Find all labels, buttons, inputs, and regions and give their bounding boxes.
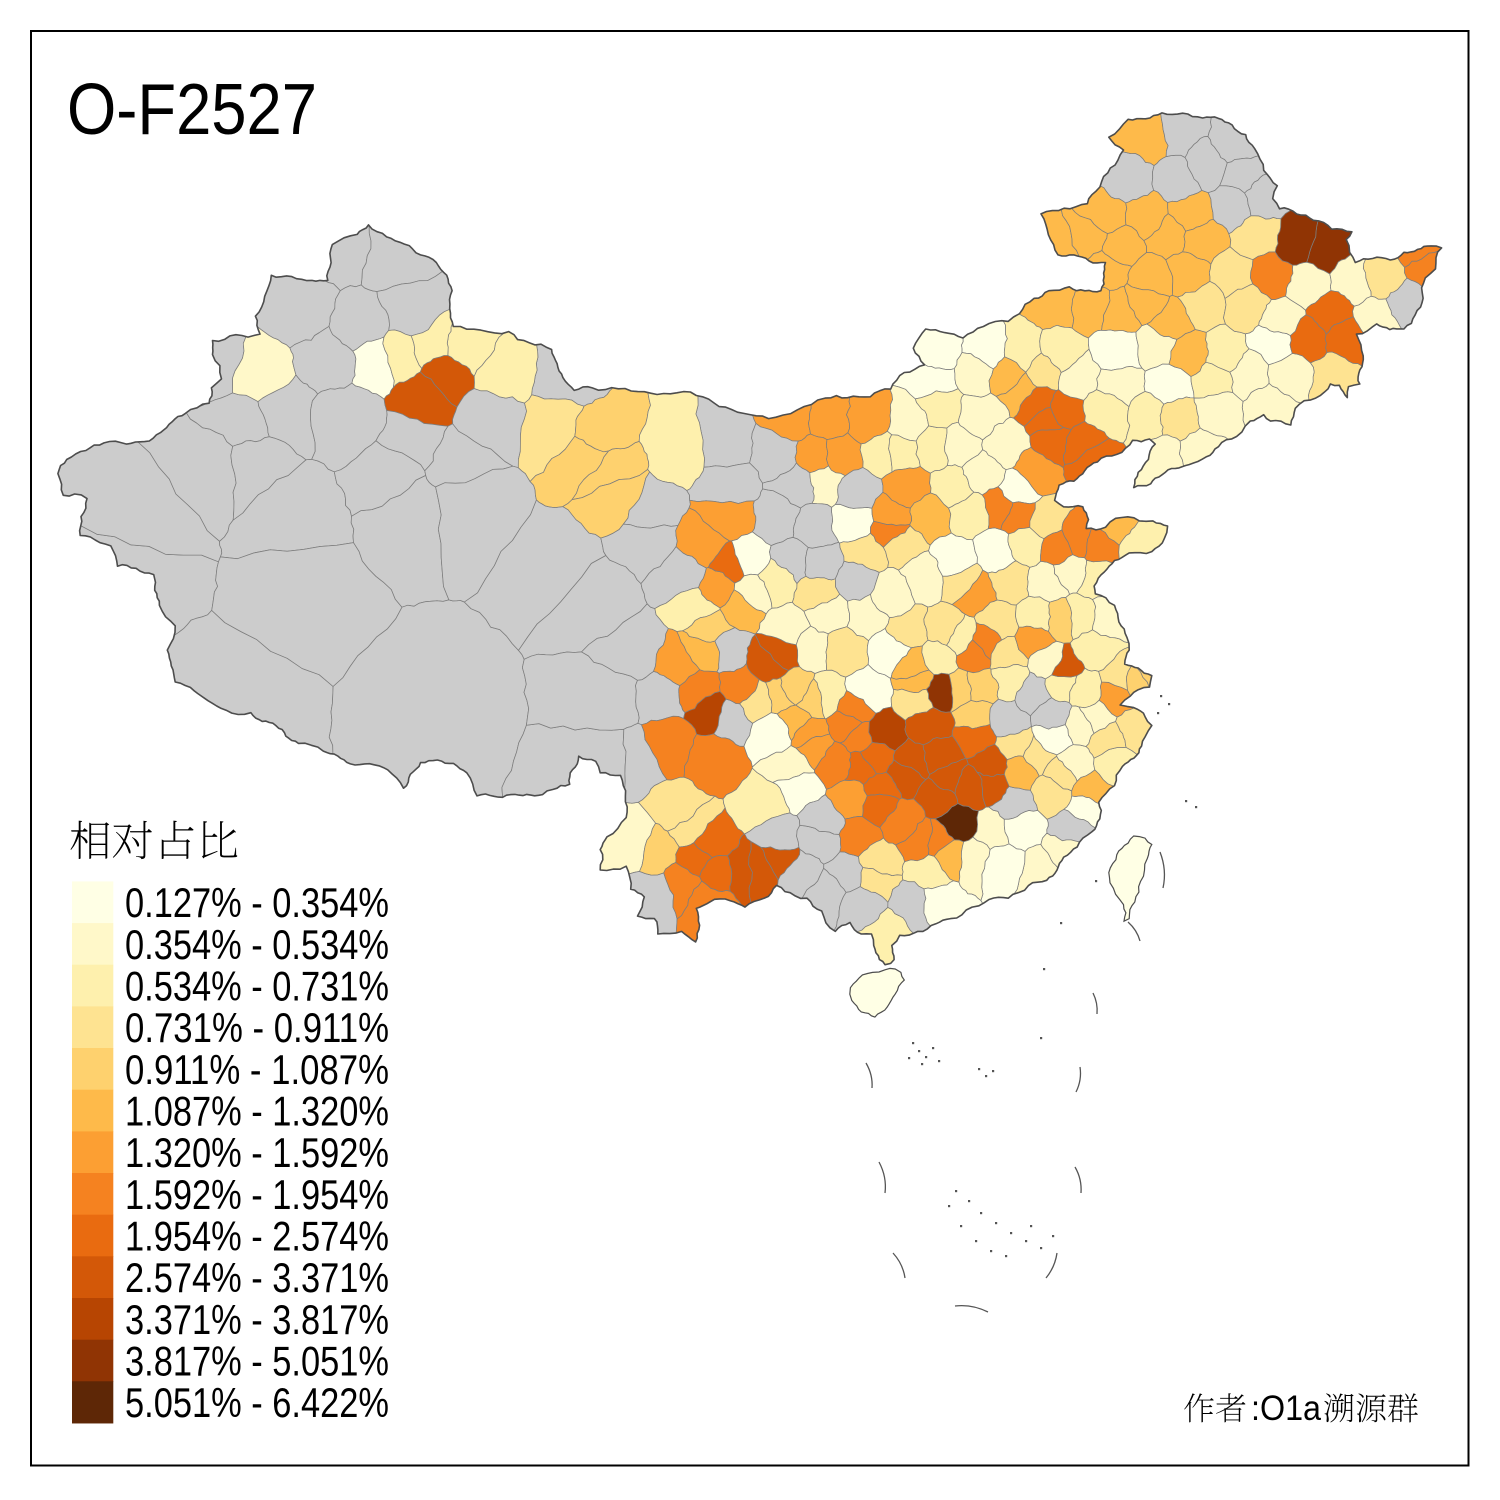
svg-text:5.051% - 6.422%: 5.051% - 6.422% [125,1379,389,1426]
svg-text:0.354% - 0.534%: 0.354% - 0.534% [125,921,389,968]
svg-text:1.087% - 1.320%: 1.087% - 1.320% [125,1088,389,1135]
svg-text:0.731% - 0.911%: 0.731% - 0.911% [125,1004,389,1051]
svg-text:1.320% - 1.592%: 1.320% - 1.592% [125,1129,389,1176]
svg-text:3.371% - 3.817%: 3.371% - 3.817% [125,1296,389,1343]
svg-text:0.534% - 0.731%: 0.534% - 0.731% [125,963,389,1010]
svg-text:2.574% - 3.371%: 2.574% - 3.371% [125,1254,389,1301]
svg-text:O-F2527: O-F2527 [67,70,317,150]
svg-text:0.127% - 0.354%: 0.127% - 0.354% [125,879,389,926]
svg-text:1.592% - 1.954%: 1.592% - 1.954% [125,1171,389,1218]
svg-text:3.817% - 5.051%: 3.817% - 5.051% [125,1338,389,1385]
svg-text:1.954% - 2.574%: 1.954% - 2.574% [125,1213,389,1260]
svg-text::O1a: :O1a [1251,1388,1321,1428]
svg-text:0.911% - 1.087%: 0.911% - 1.087% [125,1046,389,1093]
